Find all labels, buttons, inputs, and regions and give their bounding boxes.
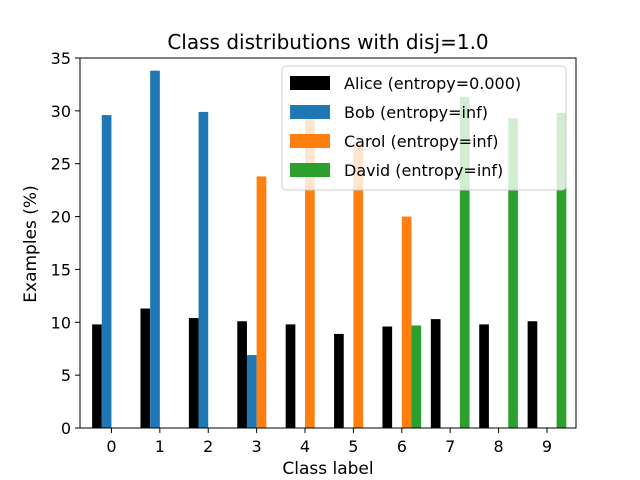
bar-series3-class9 [556, 112, 567, 428]
plot-frame [79, 57, 577, 429]
bar-series0-class8 [479, 324, 489, 428]
y-axis-label: Examples (%) [21, 185, 41, 302]
y-tick-label: 10 [51, 313, 71, 332]
x-tick-label: 9 [542, 437, 552, 456]
bars-layer [92, 70, 567, 429]
y-tick-label: 0 [61, 419, 71, 438]
bar-series1-class0 [101, 115, 112, 428]
y-tick-label: 30 [51, 102, 71, 121]
x-tick-label: 4 [300, 437, 310, 456]
bar-series0-class5 [334, 333, 344, 428]
legend-label: Bob (entropy=inf) [344, 103, 488, 122]
x-tick-label: 2 [203, 437, 213, 456]
legend-swatch [290, 163, 330, 177]
x-tick-label: 6 [397, 437, 407, 456]
ticks-layer: 0 5 10 15 20 25 30 35 0 1 2 3 4 5 6 7 8 9 [51, 49, 552, 456]
x-tick-label: 8 [493, 437, 503, 456]
legend-label: David (entropy=inf) [344, 161, 503, 180]
bar-series2-class4 [305, 118, 315, 428]
bar-series3-class7 [459, 97, 470, 429]
y-tick-label: 5 [61, 366, 71, 385]
bar-series0-class4 [285, 324, 296, 428]
legend-box [281, 65, 567, 191]
legend-swatch [290, 134, 330, 148]
x-tick-label: 1 [155, 437, 165, 456]
legend-label: Carol (entropy=inf) [344, 132, 499, 151]
bar-series2-class5 [353, 142, 364, 428]
legend: Alice (entropy=0.000) Bob (entropy=inf) Ca… [281, 65, 567, 191]
bar-series0-class0 [92, 324, 102, 428]
x-axis-label: Class label [282, 459, 373, 479]
bar-series3-class6 [411, 325, 422, 428]
bar-series0-class6 [382, 326, 393, 428]
bar-series2-class3 [256, 176, 267, 428]
legend-swatch [290, 105, 330, 119]
bar-series0-class1 [140, 308, 151, 428]
bar-series1-class3 [246, 355, 257, 428]
y-tick-label: 15 [51, 260, 71, 279]
legend-swatch [290, 76, 330, 90]
bar-series3-class8 [508, 118, 518, 428]
x-tick-label: 0 [106, 437, 116, 456]
bar-series0-class3 [237, 321, 247, 428]
bar-series1-class1 [150, 70, 160, 428]
y-tick-label: 35 [51, 49, 71, 68]
chart-title: Class distributions with disj=1.0 [167, 30, 488, 54]
x-tick-label: 5 [348, 437, 358, 456]
y-tick-label: 25 [51, 155, 71, 174]
x-tick-label: 3 [252, 437, 262, 456]
bar-series0-class9 [527, 321, 538, 428]
y-tick-label: 20 [51, 208, 71, 227]
bar-series2-class6 [401, 216, 412, 428]
legend-label: Alice (entropy=0.000) [344, 74, 521, 93]
x-tick-label: 7 [445, 437, 455, 456]
bar-series1-class2 [198, 111, 209, 428]
axes-layer [79, 57, 577, 429]
bar-series0-class7 [430, 319, 441, 428]
bar-series0-class2 [188, 318, 199, 428]
